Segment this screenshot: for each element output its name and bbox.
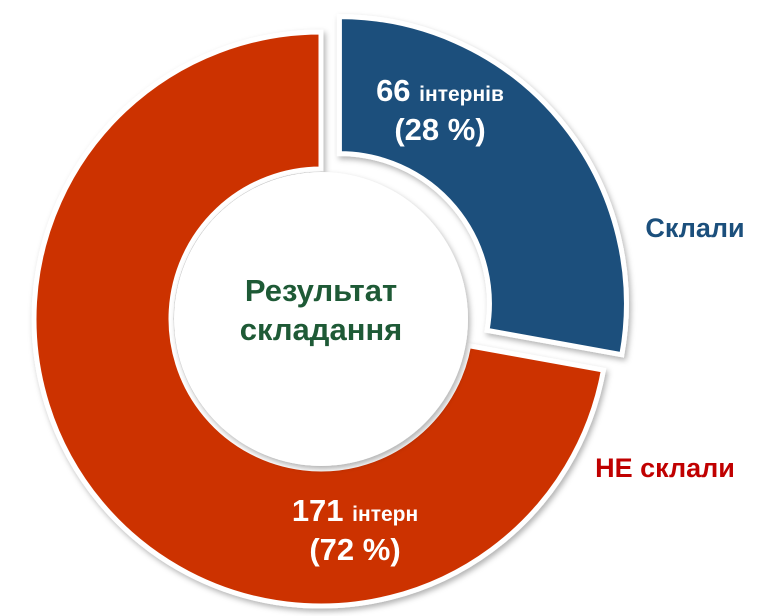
percent-label: (28 %) (394, 111, 486, 147)
slice (336, 14, 629, 358)
percent-label: (72 %) (309, 531, 401, 567)
value-label: 171 (291, 493, 344, 528)
data-label: 171 інтерн (72 %) (245, 492, 465, 570)
unit-label: інтерн (352, 503, 419, 526)
unit-label: інтернів (419, 83, 504, 106)
slice (31, 29, 607, 609)
category-label: Склали (645, 213, 745, 243)
donut-hole (174, 172, 468, 466)
value-label: 66 (376, 73, 411, 108)
category-label: НЕ склали (595, 453, 735, 483)
slices (31, 14, 629, 609)
data-label: 66 інтернів (28 %) (330, 72, 550, 150)
center-label: Результат складання (239, 273, 403, 347)
